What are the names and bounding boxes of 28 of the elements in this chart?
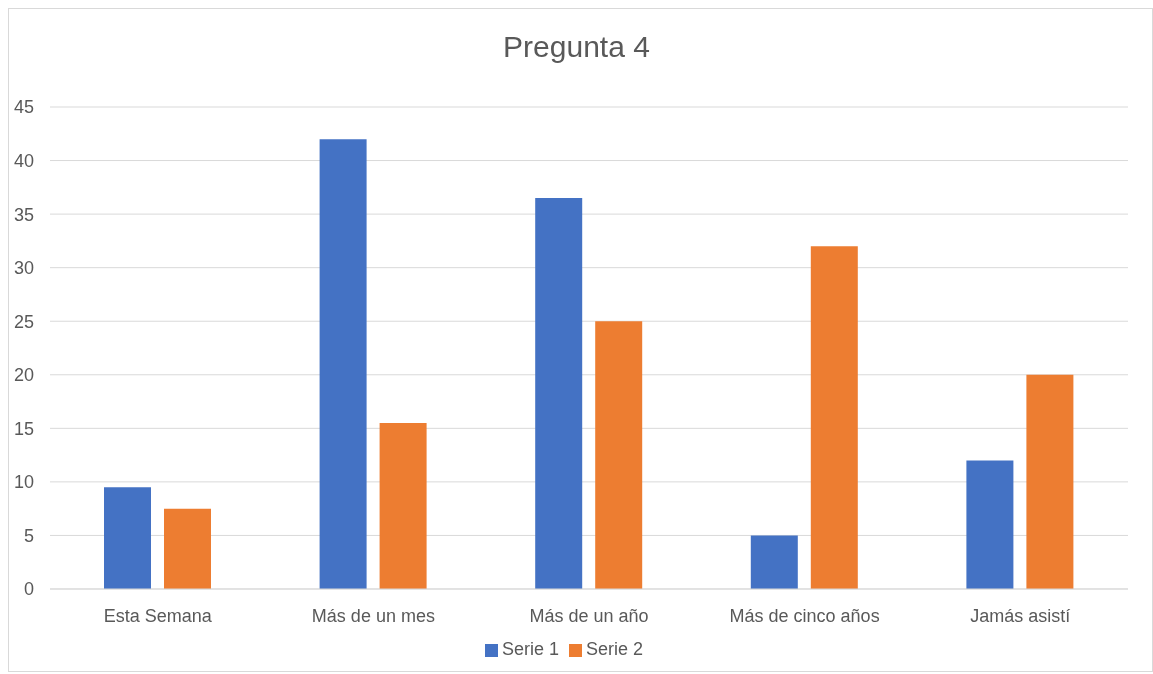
bar	[595, 321, 643, 589]
bar	[1026, 374, 1074, 589]
y-tick-label: 10	[13, 472, 34, 493]
bar	[750, 535, 798, 589]
chart-title: Pregunta 4	[502, 30, 651, 64]
y-tick-label: 40	[13, 150, 34, 171]
x-tick-label: Más de un mes	[311, 605, 435, 626]
bar	[104, 487, 151, 589]
legend-label: Serie 2	[586, 639, 644, 659]
bar	[164, 508, 211, 589]
x-tick-label: Más de cinco años	[729, 605, 880, 626]
y-tick-label: 30	[13, 258, 34, 279]
bar	[810, 246, 858, 589]
y-tick-label: 45	[13, 97, 34, 118]
bar	[319, 139, 367, 589]
bar	[966, 460, 1014, 589]
y-tick-label: 15	[13, 418, 34, 439]
bar	[379, 422, 427, 589]
x-tick-label: Esta Semana	[103, 605, 213, 626]
x-tick-label: Jamás asistí	[970, 605, 1071, 626]
y-tick-label: 35	[13, 204, 34, 225]
y-tick-label: 25	[13, 311, 34, 332]
bar	[535, 198, 583, 589]
x-tick-label: Más de un año	[529, 605, 649, 626]
y-tick-label: 5	[23, 525, 34, 546]
y-tick-label: 0	[23, 579, 34, 600]
y-tick-label: 20	[13, 365, 34, 386]
legend-label: Serie 1	[501, 639, 559, 659]
